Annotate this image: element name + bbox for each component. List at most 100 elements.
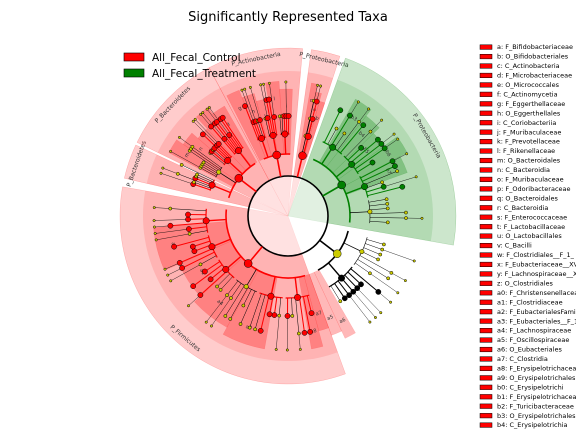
tree-branch [382, 249, 415, 262]
tree-branch [273, 297, 278, 316]
legend-label-treatment: All_Fecal_Treatment [152, 68, 256, 80]
tree-node [257, 117, 263, 123]
tree-node [290, 314, 295, 318]
tree-branch [334, 133, 345, 149]
tree-branch [285, 82, 287, 117]
tree-branch [348, 295, 371, 323]
tree-branch [154, 219, 189, 221]
tree-node [348, 160, 356, 168]
tree-branch [350, 139, 379, 164]
key-entry: u: O_Lactobacillales [497, 232, 562, 240]
tree-node [298, 347, 302, 351]
key-swatch [479, 91, 493, 97]
tree-branch [369, 217, 406, 219]
tree-node [198, 262, 203, 267]
key-swatch [479, 356, 493, 362]
tree-branch [170, 222, 207, 227]
tree-branch [298, 297, 306, 333]
tree-branch [323, 110, 341, 143]
key-swatch [479, 318, 493, 324]
tree-node [197, 292, 204, 298]
tree-node [153, 232, 157, 235]
key-entry: z: O_Clostridiales [497, 279, 553, 287]
tree-node [243, 284, 249, 289]
tree-node [368, 320, 372, 324]
tree-branch [226, 280, 239, 296]
tree-branch [291, 297, 293, 316]
tree-node [218, 288, 223, 292]
key-entry: e: O_Micrococcales [497, 81, 560, 89]
tree-node [185, 216, 191, 223]
tree-node [241, 303, 246, 308]
tree-branch [196, 176, 213, 184]
tree-branch [189, 230, 208, 235]
legend: All_Fecal_Control All_Fecal_Treatment [123, 52, 256, 80]
tree-node [190, 283, 196, 290]
tree-branch [244, 89, 256, 122]
tree-branch [339, 124, 364, 154]
tree-branch [269, 296, 274, 315]
tree-node [392, 132, 396, 136]
key-swatch [479, 157, 493, 164]
key-entry: b4: C_Erysipelotrichia [497, 421, 568, 429]
tree-node [226, 132, 233, 138]
tree-node [243, 87, 247, 91]
tree-node [338, 274, 345, 282]
tree-branch [170, 151, 201, 168]
key-swatch [479, 337, 493, 343]
tree-branch [210, 152, 225, 165]
tree-node [179, 163, 184, 167]
tree-node [356, 100, 360, 104]
clade-segment-label: b6 [383, 149, 391, 158]
tree-node [152, 206, 156, 210]
tree-root-ring [247, 175, 329, 257]
clade-segment-label: h [251, 109, 256, 116]
tree-node [396, 137, 400, 141]
tree-branch [306, 295, 313, 314]
tree-node [208, 243, 216, 251]
tree-node [389, 300, 393, 304]
tree-node [238, 322, 243, 326]
tree-node [307, 329, 314, 335]
key-swatch [479, 110, 493, 116]
key-swatch [479, 394, 493, 400]
tree-node [297, 331, 301, 336]
tree-node [191, 119, 195, 123]
tree-node [166, 273, 170, 277]
tree-node [380, 180, 385, 185]
tree-node [258, 134, 265, 142]
tree-branch [352, 143, 382, 167]
tree-node [337, 180, 346, 190]
key-swatch [479, 290, 493, 296]
clade-segment-label: g [237, 105, 242, 112]
key-swatch [479, 422, 493, 428]
tree-branch [344, 274, 358, 289]
key-entry: a2: F_EubacterialesFamily [497, 308, 576, 316]
tree-node [313, 98, 320, 105]
tree-node [163, 267, 167, 271]
tree-node [379, 311, 383, 315]
key-swatch [479, 205, 493, 211]
tree-branch [279, 116, 282, 135]
tree-layer [154, 82, 422, 350]
key-swatch [479, 54, 493, 60]
tree-node [380, 183, 387, 190]
tree-branch [327, 128, 337, 145]
tree-branch [249, 293, 262, 328]
tree-node [405, 152, 409, 156]
tree-branch [179, 248, 213, 264]
tree-node [215, 284, 219, 289]
tree-branch [369, 208, 388, 211]
tree-node [222, 265, 230, 273]
tree-branch [170, 208, 207, 212]
tree-branch [245, 269, 257, 287]
segment-layer: a3a4a1a2a6a5a7a8mnopqghklicabb3b4b5b6b7 [153, 81, 408, 350]
tree-node [329, 143, 337, 151]
tree-branch [202, 163, 218, 174]
key-entry: a1: F_Clostridiaceae [497, 298, 563, 306]
key-entry: a0: F_Christensenellaceae [497, 289, 576, 297]
tree-node [337, 107, 344, 114]
tree-node [161, 166, 165, 170]
tree-branch [343, 242, 363, 252]
tree-branch [250, 87, 261, 121]
